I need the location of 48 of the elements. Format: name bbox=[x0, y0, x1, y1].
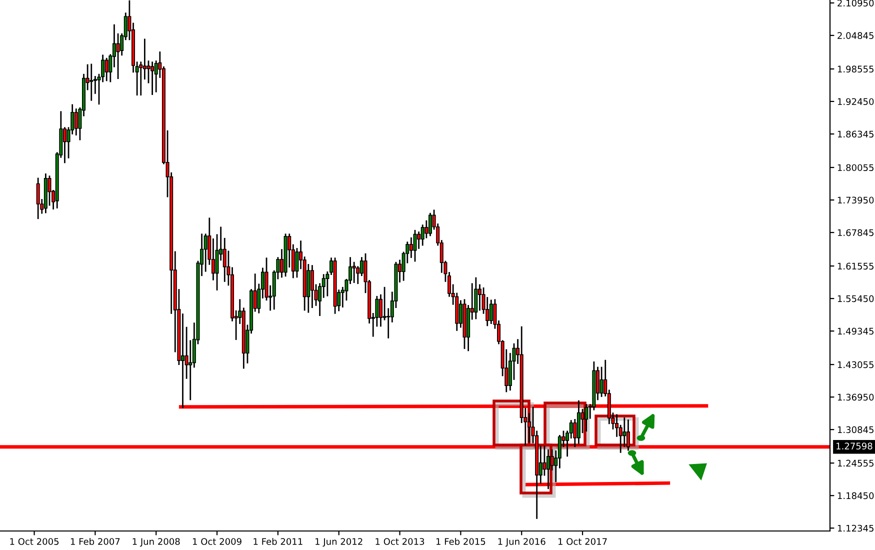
y-tick-label: 1.24555 bbox=[838, 460, 874, 467]
y-tick-label: 1.12345 bbox=[838, 524, 874, 532]
candlestick bbox=[622, 417, 626, 448]
candlestick bbox=[90, 64, 94, 101]
candlestick bbox=[36, 178, 40, 220]
candlestick bbox=[546, 449, 550, 490]
y-tick-label: 2.10950 bbox=[838, 0, 874, 6]
y-tick-label: 1.43055 bbox=[838, 361, 874, 368]
y-tick-label: 1.86345 bbox=[838, 130, 874, 138]
candlestick bbox=[409, 237, 413, 258]
x-tick-label: 1 Feb 2007 bbox=[70, 538, 120, 545]
y-tick-label: 1.30845 bbox=[838, 426, 874, 434]
candlestick bbox=[74, 108, 78, 136]
x-tick-label: 1 Feb 2011 bbox=[254, 538, 302, 545]
x-tick-label: 1 Oct 2017 bbox=[558, 538, 607, 545]
candlestick bbox=[204, 234, 208, 272]
y-tick-label: 1.36950 bbox=[838, 394, 874, 401]
x-tick-label: 1 Jun 2016 bbox=[498, 538, 546, 547]
x-tick-label: 1 Jun 2012 bbox=[316, 538, 362, 547]
y-tick-label: 1.18450 bbox=[838, 492, 874, 500]
y-tick-label: 1.98555 bbox=[838, 66, 874, 73]
x-tick-label: 1 Oct 2005 bbox=[10, 538, 59, 545]
y-tick-label: 1.73950 bbox=[838, 196, 874, 204]
x-tick-label: 1 Oct 2013 bbox=[376, 538, 424, 545]
candlestick bbox=[62, 127, 66, 164]
x-tick-label: 1 Jun 2008 bbox=[132, 538, 180, 547]
candlestick bbox=[600, 366, 604, 397]
x-tick-label: 1 Oct 2009 bbox=[192, 538, 242, 545]
candlestick bbox=[48, 176, 52, 206]
y-tick-label: 1.55450 bbox=[838, 295, 874, 302]
y-tick-label: 1.61555 bbox=[838, 262, 874, 270]
candlestick bbox=[428, 212, 432, 236]
candlestick bbox=[104, 58, 108, 82]
y-tick-label: 1.67845 bbox=[838, 229, 874, 236]
candlestick bbox=[584, 404, 588, 432]
y-tick-label: 1.49345 bbox=[838, 328, 874, 335]
candlestick bbox=[310, 265, 314, 308]
candlestick bbox=[489, 300, 493, 324]
candlestick bbox=[474, 277, 478, 320]
ref-line-label: 1.27598 bbox=[836, 442, 872, 450]
candlestick bbox=[420, 224, 424, 246]
y-tick-label: 1.80055 bbox=[838, 164, 874, 172]
candlestick bbox=[150, 62, 154, 95]
x-tick-label: 1 Feb 2015 bbox=[436, 538, 486, 545]
y-tick-label: 1.92450 bbox=[838, 98, 874, 106]
y-tick-label: 2.04845 bbox=[838, 32, 874, 40]
candlestick bbox=[478, 284, 482, 311]
candlestick bbox=[116, 33, 120, 79]
